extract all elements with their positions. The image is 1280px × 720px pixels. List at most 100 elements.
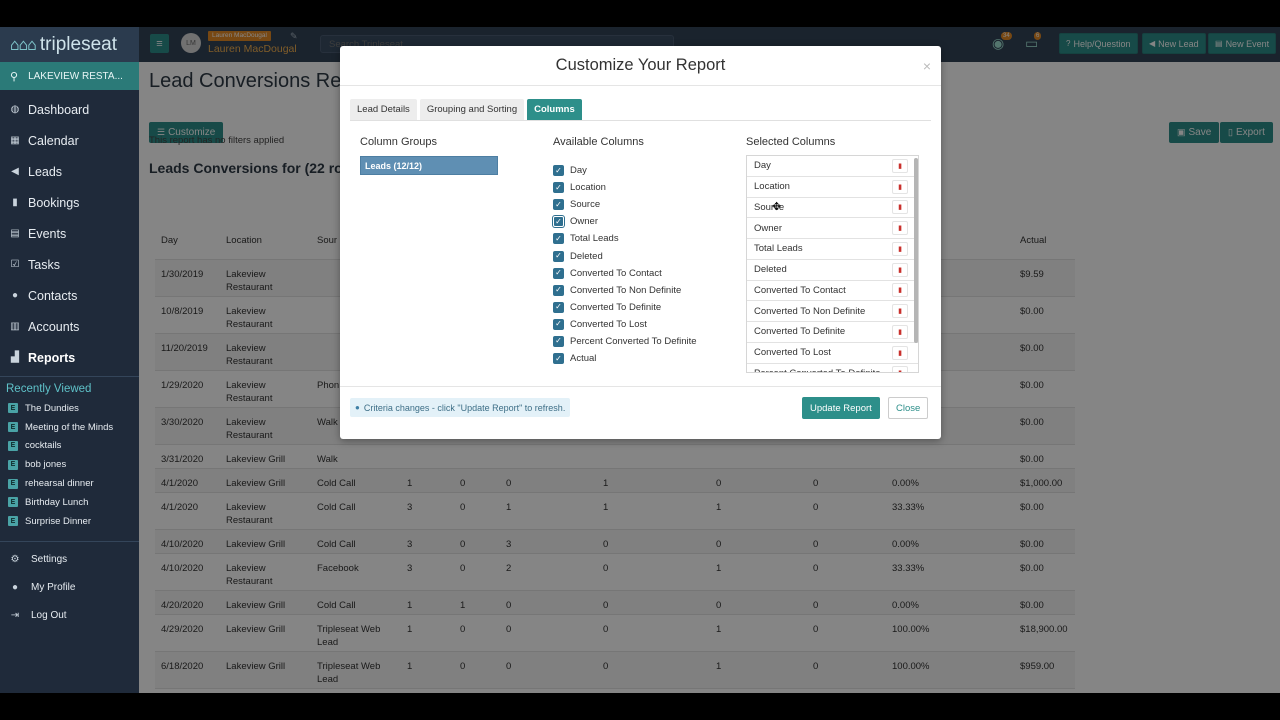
available-column-item[interactable]: ✓ Location: [553, 179, 697, 196]
trash-icon[interactable]: ▮: [892, 324, 908, 339]
selected-column-item[interactable]: Owner ▮: [747, 218, 918, 239]
checkbox-checked-icon[interactable]: ✓: [553, 199, 564, 211]
table-cell: Lakeview Restaurant: [220, 552, 311, 590]
sidebar-item-settings[interactable]: ⚙ Settings: [10, 554, 68, 566]
close-icon[interactable]: ×: [922, 58, 931, 74]
trash-icon[interactable]: ▮: [892, 304, 908, 319]
tab-columns[interactable]: Columns: [527, 99, 582, 120]
table-cell: $0.00: [1014, 443, 1075, 468]
selected-columns-scrollbar[interactable]: [914, 158, 918, 343]
trash-icon[interactable]: ▮: [892, 283, 908, 298]
selected-column-item[interactable]: Day ▮: [747, 156, 918, 177]
recent-item[interactable]: E Meeting of the Minds: [0, 418, 139, 437]
checkbox-checked-icon[interactable]: ✓: [553, 233, 564, 245]
trash-icon[interactable]: ▮: [892, 200, 908, 215]
available-column-item[interactable]: ✓ Total Leads: [553, 230, 697, 247]
tab-grouping-and-sorting[interactable]: Grouping and Sorting: [419, 99, 525, 120]
available-column-item[interactable]: ✓ Converted To Lost: [553, 316, 697, 333]
help-question-button[interactable]: ? Help/Question: [1059, 33, 1138, 54]
available-column-item[interactable]: ✓ Converted To Non Definite: [553, 282, 697, 299]
avatar[interactable]: LM: [181, 33, 201, 53]
recent-item[interactable]: E The Dundies: [0, 399, 139, 418]
available-column-item[interactable]: ✓ Owner: [553, 213, 697, 230]
dashboard-icon: ◍: [10, 104, 20, 115]
customize-button[interactable]: ☰ Customize: [149, 122, 224, 143]
sidebar-item-bookings[interactable]: ▮ Bookings: [0, 187, 139, 218]
trash-icon[interactable]: ▮: [892, 221, 908, 236]
new-lead-button[interactable]: ◀ New Lead: [1142, 33, 1206, 54]
selected-column-item[interactable]: Location ▮: [747, 177, 918, 198]
globe-notifications-button[interactable]: ◉ 34: [992, 32, 1012, 52]
trash-icon[interactable]: ▮: [892, 241, 908, 256]
trash-icon[interactable]: ▮: [892, 345, 908, 360]
checkbox-checked-icon[interactable]: ✓: [553, 165, 564, 177]
checkbox-checked-icon[interactable]: ✓: [553, 353, 564, 365]
selected-column-item[interactable]: Deleted ▮: [747, 260, 918, 281]
location-selector[interactable]: ⚲ LAKEVIEW RESTA...: [0, 62, 139, 90]
table-row: 4/10/2020 Lakeview Restaurant Facebook 3 0 2 0…: [155, 552, 1075, 590]
available-column-item[interactable]: ✓ Converted To Contact: [553, 265, 697, 282]
column-header[interactable]: Location: [220, 222, 311, 259]
column-header[interactable]: Actual: [1014, 222, 1075, 259]
selected-column-label: Converted To Lost: [754, 347, 831, 359]
sidebar-item-events[interactable]: ▤ Events: [10, 226, 67, 241]
selected-column-item[interactable]: Percent Converted To Definite ▮: [747, 364, 918, 372]
trash-icon[interactable]: ▮: [892, 158, 908, 173]
available-column-item[interactable]: ✓ Deleted: [553, 247, 697, 264]
new-event-button[interactable]: ▤ New Event: [1208, 33, 1277, 54]
available-column-item[interactable]: ✓ Actual: [553, 350, 697, 367]
checkbox-checked-icon[interactable]: ✓: [553, 182, 564, 194]
sidebar-item-contacts[interactable]: ● Contacts: [0, 280, 139, 311]
trash-icon[interactable]: ▮: [892, 366, 908, 372]
selected-column-item[interactable]: Converted To Non Definite ▮: [747, 301, 918, 322]
column-header[interactable]: Day: [155, 222, 220, 259]
sidebar-item-reports[interactable]: ▟ Reports: [0, 342, 139, 373]
sidebar-item-tasks[interactable]: ☑ Tasks: [10, 257, 60, 272]
sidebar-item-calendar[interactable]: ▦ Calendar: [10, 133, 79, 148]
sidebar-item-my-profile[interactable]: ● My Profile: [0, 574, 139, 602]
selected-column-item[interactable]: Total Leads ▮: [747, 239, 918, 260]
export-button[interactable]: ▯ Export: [1220, 122, 1273, 143]
trash-icon[interactable]: ▮: [892, 179, 908, 194]
column-group-leads[interactable]: Leads (12/12): [360, 156, 498, 175]
selected-column-item[interactable]: Converted To Definite ▮: [747, 322, 918, 343]
checkbox-checked-icon[interactable]: ✓: [553, 250, 564, 262]
sidebar-item-accounts[interactable]: ▥ Accounts: [10, 319, 80, 334]
hamburger-menu-button[interactable]: ≡: [150, 34, 169, 53]
selected-column-item[interactable]: Converted To Lost ▮: [747, 343, 918, 364]
messages-button[interactable]: ▭ 6: [1025, 32, 1042, 52]
sidebar-item-dashboard[interactable]: ◍ Dashboard: [10, 102, 90, 117]
sidebar-item-leads[interactable]: ◀ Leads: [0, 156, 139, 187]
trash-icon[interactable]: ▮: [892, 262, 908, 277]
table-cell: [597, 443, 710, 468]
selected-column-item[interactable]: Converted To Contact ▮: [747, 281, 918, 302]
recent-item[interactable]: E Birthday Lunch: [0, 493, 139, 512]
available-column-item[interactable]: ✓ Day: [553, 162, 697, 179]
brand-logo[interactable]: ⌂⌂⌂ tripleseat: [0, 27, 139, 62]
checkbox-checked-icon[interactable]: ✓: [553, 335, 564, 347]
tab-lead-details[interactable]: Lead Details: [350, 99, 417, 120]
edit-icon[interactable]: ✎: [290, 31, 298, 41]
megaphone-icon: ◀: [11, 166, 19, 177]
user-name-link[interactable]: Lauren MacDougal: [208, 43, 297, 55]
available-column-item[interactable]: ✓ Converted To Definite: [553, 299, 697, 316]
selected-column-label: Source: [754, 201, 785, 213]
selected-column-label: Owner: [754, 222, 782, 234]
update-report-button[interactable]: Update Report: [802, 397, 880, 419]
selected-column-item[interactable]: Source ▮: [747, 198, 918, 219]
save-button[interactable]: ▣ Save: [1169, 122, 1220, 143]
checkbox-checked-icon[interactable]: ✓: [553, 318, 564, 330]
selected-columns-box[interactable]: Day ▮ Location ▮ Source ▮ Owner ▮ Total Leads ▮ De…: [746, 155, 919, 373]
recent-item[interactable]: E Surprise Dinner: [0, 512, 139, 531]
available-column-item[interactable]: ✓ Source: [553, 196, 697, 213]
checkbox-checked-icon[interactable]: ✓: [553, 267, 564, 279]
checkbox-checked-icon[interactable]: ✓: [553, 301, 564, 313]
sidebar-item-log-out[interactable]: ⇥ Log Out: [10, 610, 67, 622]
close-button[interactable]: Close: [888, 397, 929, 419]
checkbox-checked-icon[interactable]: ✓: [553, 216, 564, 228]
checkbox-checked-icon[interactable]: ✓: [553, 284, 564, 296]
available-column-item[interactable]: ✓ Percent Converted To Definite: [553, 333, 697, 350]
